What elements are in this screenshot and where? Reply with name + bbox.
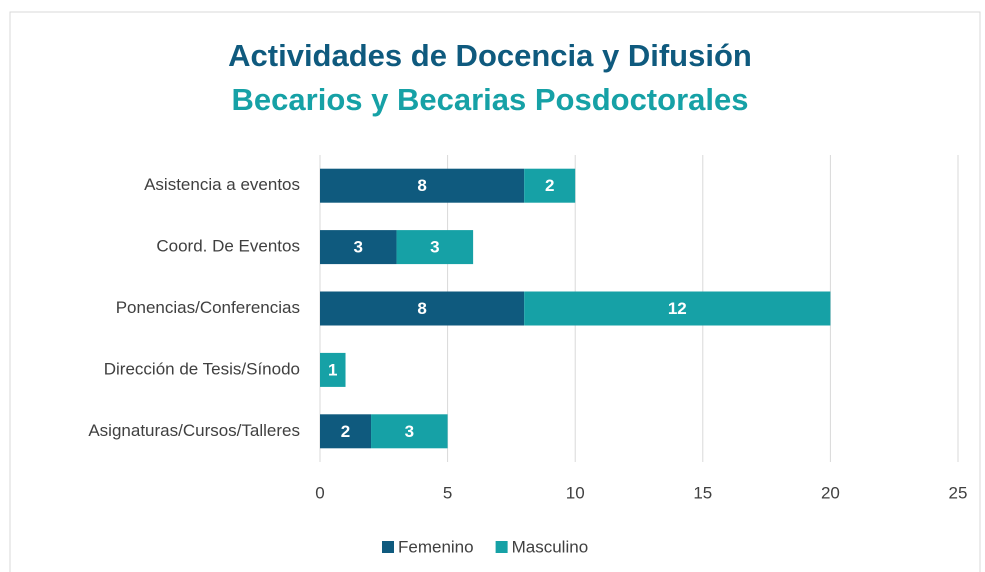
data-label: 12 <box>668 299 687 318</box>
bar <box>396 230 474 265</box>
data-label: 3 <box>405 422 414 441</box>
legend-label: Femenino <box>398 537 474 556</box>
data-label: 3 <box>354 238 363 257</box>
bar <box>320 291 525 326</box>
data-label: 8 <box>417 299 426 318</box>
data-label: 8 <box>417 176 426 195</box>
chart-title: Actividades de Docencia y Difusión <box>228 38 752 73</box>
x-tick-label: 25 <box>949 483 968 502</box>
y-tick-label: Coord. De Eventos <box>156 237 300 256</box>
y-tick-label: Ponencias/Conferencias <box>116 298 300 317</box>
bar <box>320 168 525 203</box>
x-tick-label: 20 <box>821 483 840 502</box>
data-label: 2 <box>545 176 554 195</box>
data-label: 1 <box>328 360 337 379</box>
bar <box>371 414 448 449</box>
x-tick-label: 15 <box>693 483 712 502</box>
bar <box>320 352 346 387</box>
y-tick-label: Dirección de Tesis/Sínodo <box>104 359 300 378</box>
bar <box>320 230 397 265</box>
x-tick-label: 10 <box>566 483 585 502</box>
bar <box>524 291 831 326</box>
bar <box>524 168 576 203</box>
bar <box>320 414 372 449</box>
legend-swatch <box>382 541 394 553</box>
y-tick-label: Asistencia a eventos <box>144 175 300 194</box>
data-label: 2 <box>341 422 350 441</box>
legend-label: Masculino <box>512 537 589 556</box>
chart-subtitle: Becarios y Becarias Posdoctorales <box>232 82 749 117</box>
y-tick-label: Asignaturas/Cursos/Talleres <box>88 421 300 440</box>
x-tick-label: 5 <box>443 483 452 502</box>
x-tick-label: 0 <box>315 483 324 502</box>
legend-swatch <box>495 541 508 553</box>
data-label: 3 <box>430 238 439 257</box>
